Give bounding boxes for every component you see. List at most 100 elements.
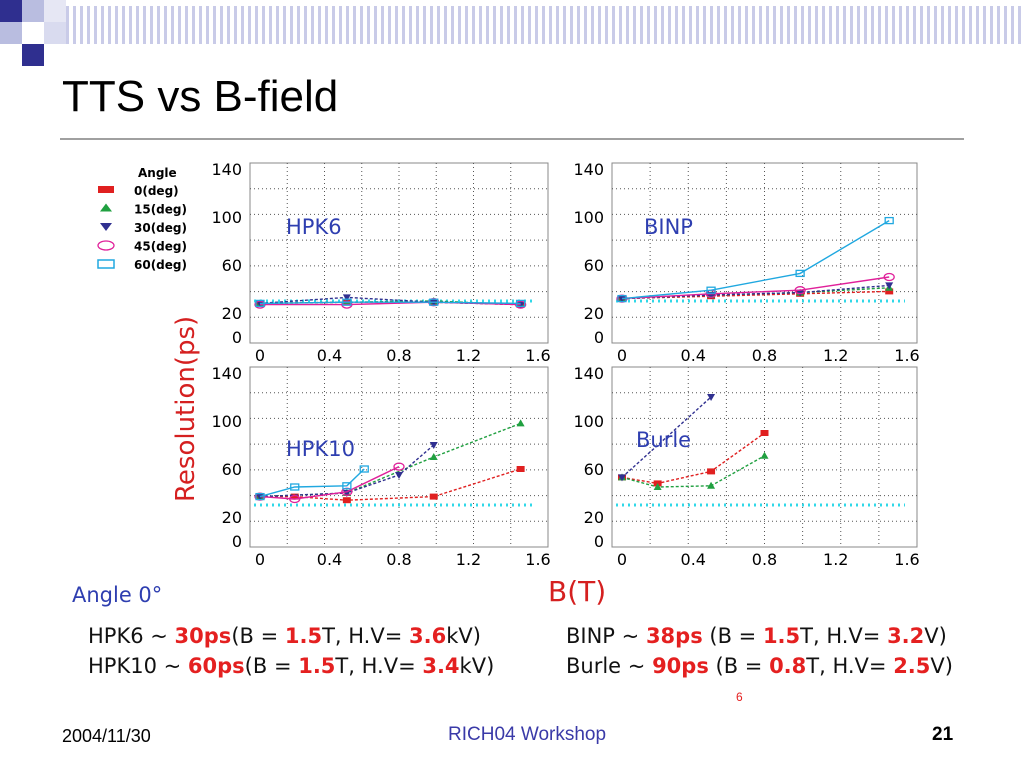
chart-title: Burle — [636, 428, 691, 452]
series-line — [621, 455, 765, 488]
data-point — [342, 497, 351, 504]
data-point — [342, 482, 352, 490]
series-line — [259, 422, 521, 498]
data-point — [885, 282, 894, 290]
summary-b: 1.5 — [298, 654, 336, 678]
deco-square-dark — [22, 44, 44, 66]
legend-entry: 0(deg) — [134, 184, 179, 198]
legend-entry: 45(deg) — [134, 240, 187, 254]
x-tick-label: 1.6 — [525, 346, 550, 365]
legend-swatch — [97, 259, 115, 269]
y-tick-label: 100 — [211, 208, 242, 227]
data-point — [707, 394, 716, 401]
summary-name: Burle — [566, 654, 622, 678]
deco-square-light — [0, 22, 22, 44]
plot-frame — [611, 162, 918, 344]
data-point — [429, 493, 438, 500]
chart-title: HPK6 — [286, 215, 342, 239]
legend-entry: 30(deg) — [134, 221, 187, 235]
x-tick-label: 0.4 — [317, 550, 342, 569]
data-point — [429, 442, 438, 449]
footer-date: 2004/11/30 — [62, 726, 151, 746]
y-tick-label: 20 — [222, 508, 242, 527]
y-tick-label: 20 — [584, 304, 604, 323]
data-point — [794, 286, 806, 295]
summary-hv: 3.6 — [408, 624, 447, 648]
x-tick-label: 0.8 — [386, 550, 411, 569]
series-line — [621, 219, 890, 300]
data-point — [706, 286, 716, 294]
y-tick-label: 20 — [584, 508, 604, 527]
x-tick-label: 1.2 — [823, 550, 848, 569]
x-tick-label: 1.6 — [525, 550, 550, 569]
data-point — [342, 294, 351, 302]
chart-title: HPK10 — [286, 437, 355, 461]
x-tick-label: 0.4 — [317, 346, 342, 365]
x-tick-label: 0.8 — [752, 550, 777, 569]
legend-swatch — [98, 186, 114, 193]
data-point — [254, 300, 266, 309]
series-line — [621, 284, 890, 300]
x-tick-label: 1.6 — [894, 346, 919, 365]
footer-workshop: RICH04 Workshop — [448, 724, 607, 745]
data-point — [760, 451, 769, 459]
y-tick-label: 100 — [211, 412, 242, 431]
summary-value: 38ps — [645, 624, 703, 648]
stray-mark: 6 — [736, 690, 743, 704]
deco-square-light — [44, 0, 66, 22]
title-rule — [60, 138, 964, 140]
plot-frame — [249, 162, 549, 344]
series-line — [621, 287, 890, 300]
chart-hpk10: 0 20 60 100 140 0 0.4 0.8 1.2 1.6 HPK10 — [211, 364, 550, 569]
data-point — [289, 494, 301, 504]
x-tick-label: 0 — [617, 550, 627, 569]
summary-burle: Burle ~ 90ps (B = 0.8T, H.V= 2.5V) — [566, 654, 953, 678]
y-tick-label: 0 — [232, 328, 242, 347]
summary-name: BINP — [566, 624, 615, 648]
data-point — [516, 419, 525, 427]
x-axis-label: B(T) — [548, 575, 607, 608]
y-tick-label: 140 — [573, 364, 604, 383]
data-point — [429, 298, 439, 306]
data-point — [255, 492, 265, 501]
x-tick-label: 1.2 — [823, 346, 848, 365]
legend-entry: 60(deg) — [134, 258, 187, 272]
x-tick-label: 0.4 — [681, 346, 706, 365]
angle-note: Angle 0° — [72, 583, 163, 607]
summary-name: HPK10 — [88, 654, 157, 678]
y-tick-label: 140 — [573, 160, 604, 179]
data-point — [393, 462, 405, 471]
data-point — [795, 269, 805, 278]
data-point — [341, 300, 353, 309]
plot-frame — [249, 366, 549, 548]
data-point — [707, 481, 716, 489]
summary-hpk6: HPK6 ~ 30ps(B = 1.5T, H.V= 3.6kV) — [88, 624, 481, 648]
chart-title: BINP — [644, 215, 693, 239]
legend-swatch — [100, 223, 112, 231]
x-tick-label: 1.6 — [894, 550, 919, 569]
summary-value: 30ps — [174, 624, 232, 648]
chart-burle: 0 20 60 100 140 0 0.4 0.8 1.2 1.6 Burle — [573, 364, 919, 569]
summary-hv: 2.5 — [893, 654, 931, 678]
summary-b: 1.5 — [284, 624, 323, 648]
chart-hpk6: 0 20 60 100 140 0 0.4 0.8 1.2 1.6 HPK6 — [211, 160, 550, 365]
data-point — [429, 453, 438, 460]
data-point — [514, 300, 527, 309]
summary-name: HPK6 — [88, 624, 144, 648]
deco-square-light — [44, 22, 66, 44]
legend-swatch — [97, 240, 115, 251]
y-tick-label: 140 — [211, 364, 242, 383]
x-tick-label: 1.2 — [456, 550, 481, 569]
data-point — [883, 272, 895, 282]
summary-hpk10: HPK10 ~ 60ps(B = 1.5T, H.V= 3.4kV) — [88, 654, 495, 678]
series-line — [259, 465, 400, 500]
data-point — [618, 474, 626, 482]
y-tick-label: 100 — [573, 208, 604, 227]
y-tick-label: 140 — [211, 160, 242, 179]
x-tick-label: 0 — [255, 550, 265, 569]
data-point — [707, 468, 716, 475]
summary-hv: 3.4 — [422, 654, 460, 678]
y-tick-label: 0 — [594, 532, 604, 551]
series-line — [259, 301, 521, 305]
